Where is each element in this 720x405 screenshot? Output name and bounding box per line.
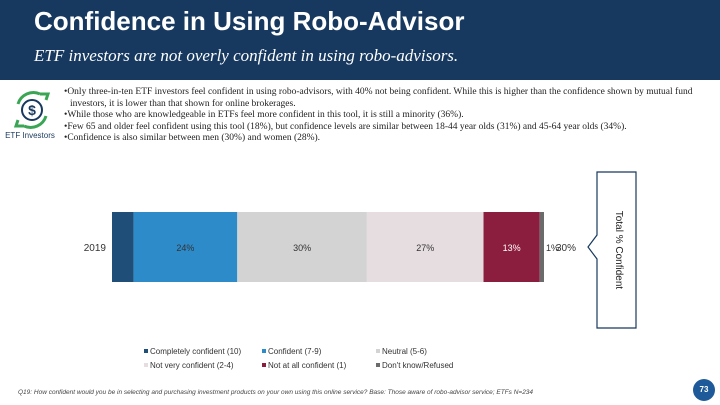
page-number: 73 <box>693 379 715 401</box>
legend-entry: Confident (7-9) <box>268 347 322 356</box>
header-banner: Confidence in Using Robo-Advisor ETF inv… <box>0 0 720 80</box>
segment-label: ETF Investors <box>5 131 55 140</box>
total-confident-value: 30% <box>556 243 576 254</box>
data-label: 24% <box>176 243 194 253</box>
legend-entry: Not at all confident (1) <box>268 361 347 370</box>
bullet-item: •Few 65 and older feel confident using t… <box>64 121 627 132</box>
data-label: 1% <box>546 243 559 253</box>
page-subtitle: ETF investors are not overly confident i… <box>34 46 459 65</box>
legend-entry: Completely confident (10) <box>150 347 241 356</box>
legend-swatch <box>144 349 148 353</box>
stacked-bar-chart: 20195%24%30%27%13%1%30%Total % Confident… <box>84 171 637 370</box>
bar-segment <box>133 212 238 282</box>
footnote: Q19: How confident would you be in selec… <box>18 389 534 396</box>
page-title: Confidence in Using Robo-Advisor <box>34 6 465 36</box>
bar-segment <box>539 212 544 282</box>
legend-swatch <box>262 349 266 353</box>
bar-segment <box>237 212 367 282</box>
legend-entry: Not very confident (2-4) <box>150 361 234 370</box>
category-label: 2019 <box>84 243 107 254</box>
legend-entry: Neutral (5-6) <box>382 347 427 356</box>
data-label: 30% <box>293 243 311 253</box>
data-label: 27% <box>416 243 434 253</box>
bullet-list: •Only three-in-ten ETF investors feel co… <box>64 87 704 145</box>
total-confident-callout <box>587 171 637 329</box>
svg-text:$: $ <box>28 102 36 118</box>
legend-swatch <box>262 363 266 367</box>
data-label: 13% <box>503 243 521 253</box>
bar-segment <box>112 212 134 282</box>
legend-entry: Don't know/Refused <box>382 361 453 370</box>
bar-segment <box>483 212 540 282</box>
total-confident-label: Total % Confident <box>613 211 624 290</box>
bullet-item: •Confidence is also similar between men … <box>64 133 321 144</box>
legend-swatch <box>376 363 380 367</box>
legend-swatch <box>144 363 148 367</box>
bar-segment <box>366 212 484 282</box>
bullet-item: •While those who are knowledgeable in ET… <box>64 110 464 121</box>
legend-swatch <box>376 349 380 353</box>
bullet-item: •Only three-in-ten ETF investors feel co… <box>64 87 693 109</box>
dollar-cycle-icon: $ <box>10 88 54 150</box>
